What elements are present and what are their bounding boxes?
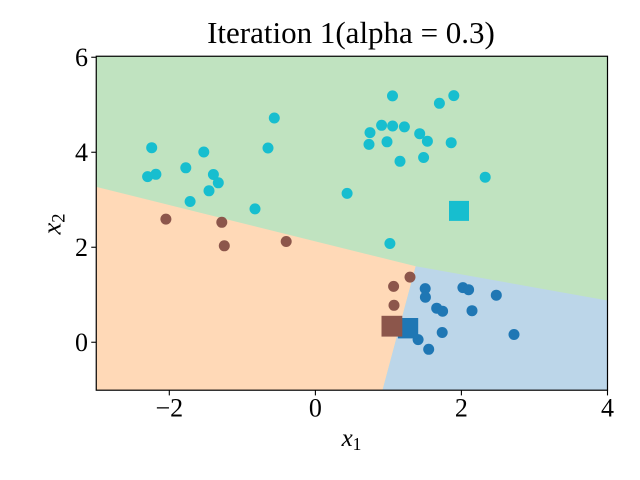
svg-text:x2: x2: [37, 213, 70, 235]
svg-text:0: 0: [75, 328, 88, 357]
svg-text:x1: x1: [341, 425, 362, 454]
svg-text:−2: −2: [155, 393, 183, 422]
svg-text:4: 4: [601, 393, 614, 422]
svg-text:2: 2: [75, 233, 88, 262]
svg-text:0: 0: [309, 393, 322, 422]
svg-text:4: 4: [75, 138, 88, 167]
svg-text:6: 6: [75, 43, 88, 72]
svg-text:Iteration 1(alpha = 0.3): Iteration 1(alpha = 0.3): [207, 15, 495, 50]
svg-text:2: 2: [455, 393, 468, 422]
